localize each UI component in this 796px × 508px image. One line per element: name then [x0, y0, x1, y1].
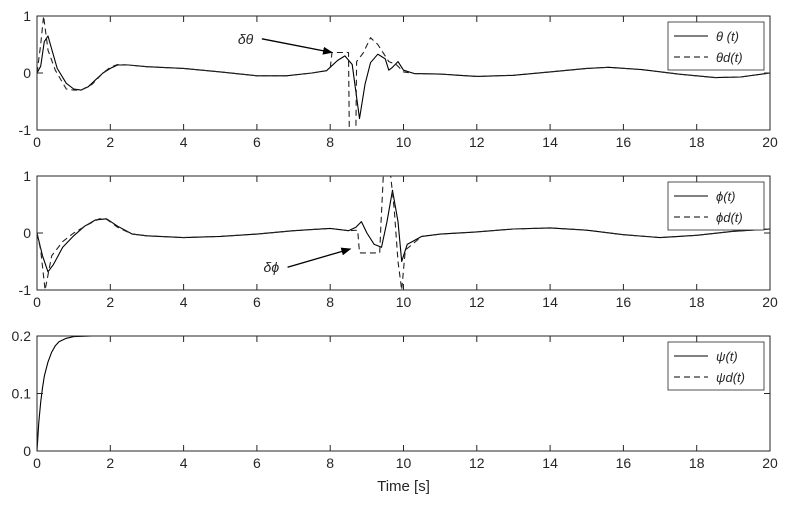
annotation-label: δϕ — [264, 259, 280, 275]
series-line-desired — [36, 175, 771, 291]
x-tick-label: 8 — [326, 294, 334, 310]
x-tick-label: 12 — [469, 455, 485, 471]
legend-entry: ϕd(t) — [716, 210, 743, 225]
x-axis-label: Time [s] — [377, 478, 430, 495]
y-tick-label: -1 — [19, 122, 32, 138]
y-tick-label: 0.2 — [12, 328, 32, 344]
x-tick-label: 4 — [180, 455, 188, 471]
x-tick-label: 14 — [542, 134, 558, 150]
annotation-arrow — [287, 247, 352, 268]
legend-box — [667, 21, 765, 71]
x-tick-label: 0 — [33, 294, 41, 310]
legend-entry: θd(t) — [716, 50, 743, 65]
x-tick-label: 2 — [106, 294, 114, 310]
x-tick-label: 12 — [469, 294, 485, 310]
legend: θ (t) θd(t) — [667, 21, 765, 71]
x-tick-label: 10 — [396, 455, 412, 471]
series-group — [36, 15, 771, 131]
y-tick-label: 0 — [23, 443, 31, 459]
x-tick-label: 20 — [762, 455, 778, 471]
x-tick-label: 6 — [253, 134, 261, 150]
plot-area — [37, 336, 770, 451]
x-tick-label: 14 — [542, 455, 558, 471]
legend-entry: ψd(t) — [716, 370, 745, 385]
y-tick-label: 0.1 — [12, 386, 32, 402]
series-line-actual — [36, 335, 770, 452]
x-tick-label: 6 — [253, 455, 261, 471]
annotation-label: δθ — [238, 31, 254, 47]
legend-entry: ϕ(t) — [716, 189, 736, 204]
legend-entry: θ (t) — [716, 29, 739, 44]
x-tick-label: 12 — [469, 134, 485, 150]
x-tick-label: 8 — [326, 134, 334, 150]
x-tick-label: 8 — [326, 455, 334, 471]
legend-entry: ψ(t) — [716, 349, 738, 364]
x-tick-label: 16 — [616, 134, 632, 150]
plot-area — [37, 176, 770, 290]
x-tick-label: 14 — [542, 294, 558, 310]
legend: ψ(t) ψd(t) — [667, 341, 765, 391]
legend: ϕ(t) ϕd(t) — [667, 181, 765, 231]
y-tick-label: -1 — [19, 282, 32, 298]
series-group — [36, 175, 771, 291]
x-tick-label: 10 — [396, 294, 412, 310]
x-tick-label: 2 — [106, 134, 114, 150]
annotation-arrow — [261, 38, 334, 55]
x-tick-label: 16 — [616, 455, 632, 471]
x-tick-label: 16 — [616, 294, 632, 310]
y-tick-label: 1 — [23, 8, 31, 24]
panel-3: 0 2 4 6 8 10 12 14 16 18 20 0 0.1 0.2 Time [s] ψ(t) ψd(t… — [12, 328, 778, 495]
legend-box — [667, 341, 765, 391]
x-tick-label: 20 — [762, 134, 778, 150]
plot-area — [37, 16, 770, 130]
x-tick-label: 0 — [33, 455, 41, 471]
y-tick-label: 1 — [23, 168, 31, 184]
x-tick-label: 18 — [689, 455, 705, 471]
x-tick-label: 6 — [253, 294, 261, 310]
x-tick-label: 20 — [762, 294, 778, 310]
x-tick-label: 18 — [689, 134, 705, 150]
x-tick-label: 18 — [689, 294, 705, 310]
y-tick-label: 0 — [23, 65, 31, 81]
x-tick-label: 2 — [106, 455, 114, 471]
x-tick-label: 10 — [396, 134, 412, 150]
x-tick-label: 4 — [180, 134, 188, 150]
x-tick-label: 4 — [180, 294, 188, 310]
series-line-desired — [36, 15, 771, 131]
y-tick-label: 0 — [23, 225, 31, 241]
x-tick-label: 0 — [33, 134, 41, 150]
legend-box — [667, 181, 765, 231]
